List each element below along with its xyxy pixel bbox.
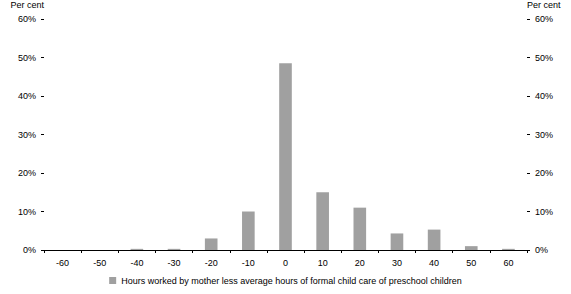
svg-text:10%: 10% (18, 207, 36, 217)
svg-text:0%: 0% (535, 245, 548, 255)
svg-text:10: 10 (318, 258, 328, 268)
svg-text:30%: 30% (18, 130, 36, 140)
svg-text:-60: -60 (56, 258, 69, 268)
svg-text:0%: 0% (23, 245, 36, 255)
svg-text:-40: -40 (130, 258, 143, 268)
svg-text:30%: 30% (535, 130, 553, 140)
svg-text:40%: 40% (535, 91, 553, 101)
svg-text:-50: -50 (93, 258, 106, 268)
svg-text:-20: -20 (205, 258, 218, 268)
svg-text:30: 30 (392, 258, 402, 268)
svg-text:20%: 20% (18, 168, 36, 178)
svg-text:20: 20 (355, 258, 365, 268)
svg-text:40%: 40% (18, 91, 36, 101)
svg-text:20%: 20% (535, 168, 553, 178)
svg-text:50: 50 (466, 258, 476, 268)
svg-text:60: 60 (503, 258, 513, 268)
svg-text:60%: 60% (535, 14, 553, 24)
svg-text:Hours worked by mother less av: Hours worked by mother less average hour… (121, 276, 462, 286)
svg-text:Per cent: Per cent (527, 0, 561, 10)
svg-text:Per cent: Per cent (10, 0, 44, 10)
svg-text:-30: -30 (168, 258, 181, 268)
svg-text:50%: 50% (18, 53, 36, 63)
svg-text:-10: -10 (242, 258, 255, 268)
svg-text:50%: 50% (535, 53, 553, 63)
svg-text:60%: 60% (18, 14, 36, 24)
svg-text:40: 40 (429, 258, 439, 268)
svg-text:10%: 10% (535, 207, 553, 217)
svg-text:0: 0 (283, 258, 288, 268)
